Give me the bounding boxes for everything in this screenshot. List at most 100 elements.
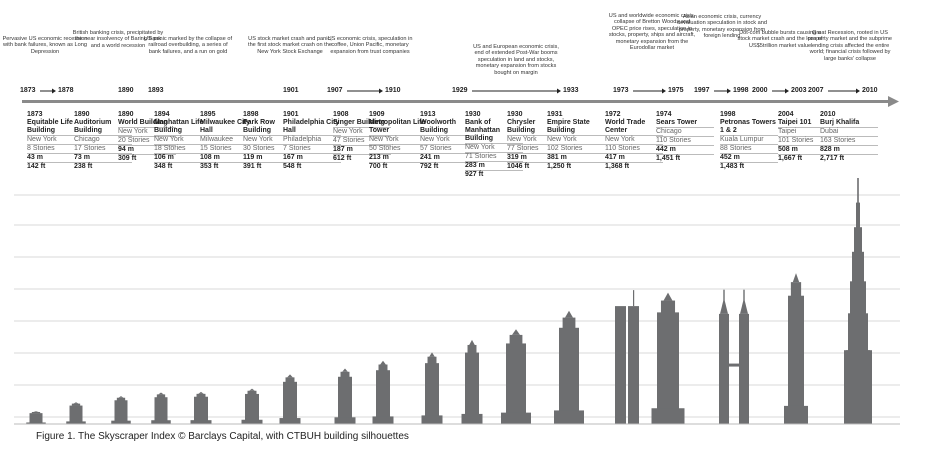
building-height-m: 187 m: [333, 145, 391, 154]
building-info: 2010 Burj Khalifa Dubai 163 Stories 828 m 2,7…: [820, 111, 878, 163]
building-height-m: 452 m: [720, 153, 778, 162]
building-city: Milwaukee: [200, 135, 258, 144]
building-year: 1901: [283, 111, 299, 118]
building-silhouette: [844, 178, 872, 424]
period-end-year: 1998: [733, 87, 749, 94]
period-start-year: 1893: [148, 87, 164, 94]
building-height-ft: 792 ft: [420, 162, 478, 171]
building-silhouette: [111, 396, 131, 424]
building-silhouette: [26, 411, 46, 424]
building-height-m: 381 m: [547, 153, 605, 162]
crisis-description: US panic marked by the collapse of railr…: [144, 36, 232, 55]
building-name: Petronas Towers 1 & 2: [720, 119, 776, 134]
building-year: 1908: [333, 111, 349, 118]
building-stories: 15 Stories: [200, 144, 258, 153]
building-stories: 30 Stories: [243, 144, 301, 153]
building-city: New York: [118, 127, 176, 136]
building-name: Empire State Building: [547, 119, 590, 134]
building-info: 1909 Metropolitan Life Tower New York 50 St…: [369, 111, 427, 171]
building-height-ft: 1,451 ft: [656, 154, 714, 163]
period-arrowhead: [727, 88, 731, 94]
building-height-ft: 548 ft: [283, 162, 341, 171]
building-name: Auditorium Building: [74, 119, 112, 134]
building-height-m: 94 m: [118, 145, 176, 154]
crisis-description: Dot-com bubble bursts causing a stock ma…: [737, 30, 823, 49]
building-height-ft: 238 ft: [74, 162, 132, 171]
building-name: Manhattan Life Building: [154, 119, 204, 134]
crisis-description: Pervasive US economic recession with ban…: [2, 36, 88, 55]
building-year: 2010: [820, 111, 836, 118]
building-height-m: 508 m: [778, 145, 836, 154]
building-city: Dubai: [820, 127, 878, 136]
building-stories: 110 Stories: [605, 144, 663, 153]
building-info: 1873 Equitable Life Building New York 8 Sto…: [27, 111, 85, 171]
building-city: New York: [507, 135, 565, 144]
crisis-description: US and European economic crisis, end of …: [473, 44, 559, 76]
period-start-year: 1873: [20, 87, 36, 94]
crisis-description: British banking crisis, precipitated by …: [72, 30, 164, 49]
building-info: 1972 World Trade Center New York 110 Storie…: [605, 111, 663, 171]
building-info: 1901 Philadelphia City Hall Philadelphia 7 …: [283, 111, 341, 171]
building-height-ft: 700 ft: [369, 162, 427, 171]
building-city: New York: [547, 135, 605, 144]
period-arrowhead: [662, 88, 666, 94]
building-info: 1931 Empire State Building New York 102 Sto…: [547, 111, 605, 171]
building-height-ft: 142 ft: [27, 162, 85, 171]
building-height-ft: 2,717 ft: [820, 154, 878, 163]
figure-caption: Figure 1. The Skyscraper Index © Barclay…: [36, 431, 409, 442]
building-silhouette: [501, 329, 531, 424]
period-start-year: 1890: [118, 87, 134, 94]
building-name: Singer Building: [333, 119, 385, 126]
period-arrowhead: [856, 88, 860, 94]
building-info: 1974 Sears Tower Chicago 110 Stories 442 m 1,…: [656, 111, 714, 163]
timeline-arrowhead: [888, 96, 899, 107]
building-name: Sears Tower: [656, 119, 698, 126]
building-year: 1931: [547, 111, 563, 118]
building-info: 2004 Taipei 101 Taipei 101 Stories 508 m 1,66…: [778, 111, 836, 163]
building-info: 1908 Singer Building New York 47 Stories 187…: [333, 111, 391, 163]
building-height-ft: 1,250 ft: [547, 162, 605, 171]
building-year: 1930: [465, 111, 481, 118]
period-end-year: 1910: [385, 87, 401, 94]
building-info: 1898 Park Row Building New York 30 Stories 1…: [243, 111, 301, 171]
building-info: 1930 Chrysler Building New York 77 Stories 3…: [507, 111, 565, 171]
building-stories: 71 Stories: [465, 152, 523, 161]
period-start-year: 1907: [327, 87, 343, 94]
building-name: World Building: [118, 119, 168, 126]
building-city: New York: [243, 135, 301, 144]
building-stories: 50 Stories: [369, 144, 427, 153]
crisis-description: US stock market crash and panic, the fir…: [248, 36, 332, 55]
period-arrowhead: [785, 88, 789, 94]
building-silhouette: [554, 310, 584, 424]
building-year: 1974: [656, 111, 672, 118]
building-height-ft: 1046 ft: [507, 162, 565, 171]
building-height-m: 417 m: [605, 153, 663, 162]
building-year: 1898: [243, 111, 259, 118]
period-end-year: 2003: [791, 87, 807, 94]
building-info: 1890 World Building New York 20 Stories 94 m…: [118, 111, 176, 163]
building-stories: 47 Stories: [333, 136, 391, 145]
building-silhouette: [421, 352, 443, 424]
building-year: 1930: [507, 111, 523, 118]
building-silhouette: [719, 289, 749, 424]
building-year: 1913: [420, 111, 436, 118]
timeline-bar: [22, 100, 890, 103]
building-height-m: 106 m: [154, 153, 212, 162]
building-name: World Trade Center: [605, 119, 646, 134]
period-start-year: 1929: [452, 87, 468, 94]
building-height-ft: 1,483 ft: [720, 162, 778, 171]
building-silhouette: [279, 374, 301, 424]
building-city: New York: [420, 135, 478, 144]
building-name: Philadelphia City Hall: [283, 119, 340, 134]
building-silhouette: [334, 368, 356, 424]
building-stories: 18 Stories: [154, 144, 212, 153]
building-year: 1890: [74, 111, 90, 118]
building-name: Milwaukee City Hall: [200, 119, 251, 134]
building-height-ft: 353 ft: [200, 162, 258, 171]
building-stories: 7 Stories: [283, 144, 341, 153]
building-name: Bank of Manhattan Building: [465, 119, 500, 142]
period-end-year: 1975: [668, 87, 684, 94]
building-height-m: 442 m: [656, 145, 714, 154]
building-stories: 110 Stories: [656, 136, 714, 145]
